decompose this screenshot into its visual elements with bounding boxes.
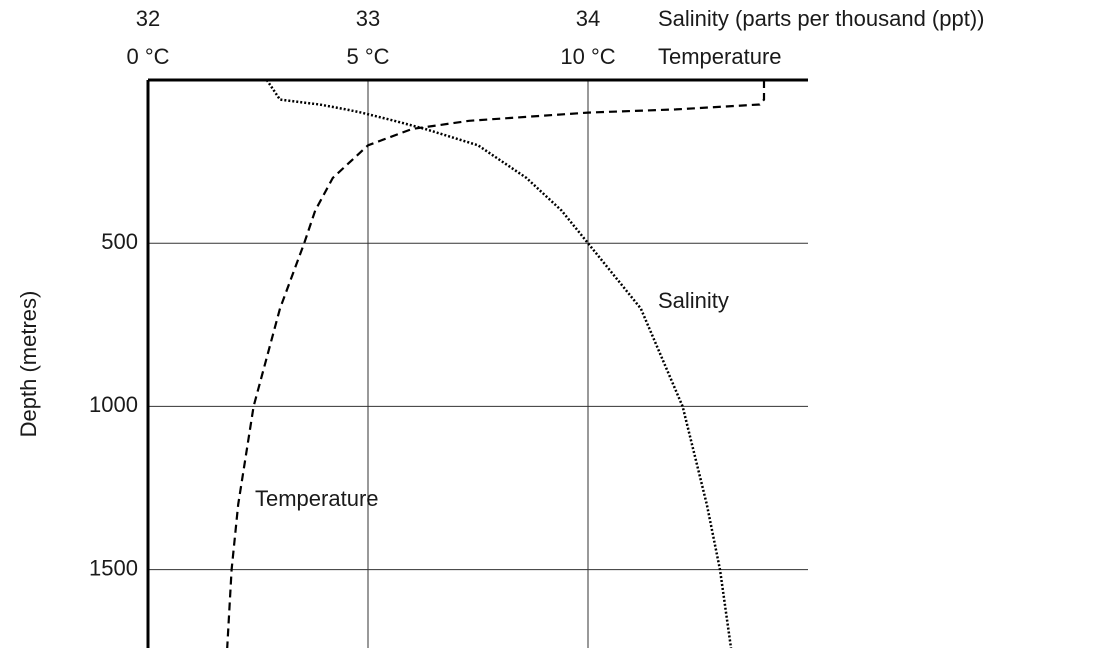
series-line	[265, 79, 733, 649]
x2-tick-label: 0 °C	[126, 44, 169, 69]
x2-axis-title: Temperature	[658, 44, 782, 69]
x-axis-title: Salinity (parts per thousand (ppt))	[658, 6, 985, 31]
x2-tick-label: 5 °C	[346, 44, 389, 69]
y-axis-title: Depth (metres)	[16, 291, 41, 438]
y-tick-label: 500	[101, 229, 138, 254]
series-line	[226, 80, 766, 649]
x-tick-label: 33	[356, 6, 380, 31]
x-tick-label: 34	[576, 6, 600, 31]
series-label: Salinity	[658, 288, 729, 313]
series-label: Temperature	[255, 486, 379, 511]
x2-tick-label: 10 °C	[560, 44, 615, 69]
y-tick-label: 1000	[89, 392, 138, 417]
y-tick-label: 1500	[89, 555, 138, 580]
x-tick-label: 32	[136, 6, 160, 31]
